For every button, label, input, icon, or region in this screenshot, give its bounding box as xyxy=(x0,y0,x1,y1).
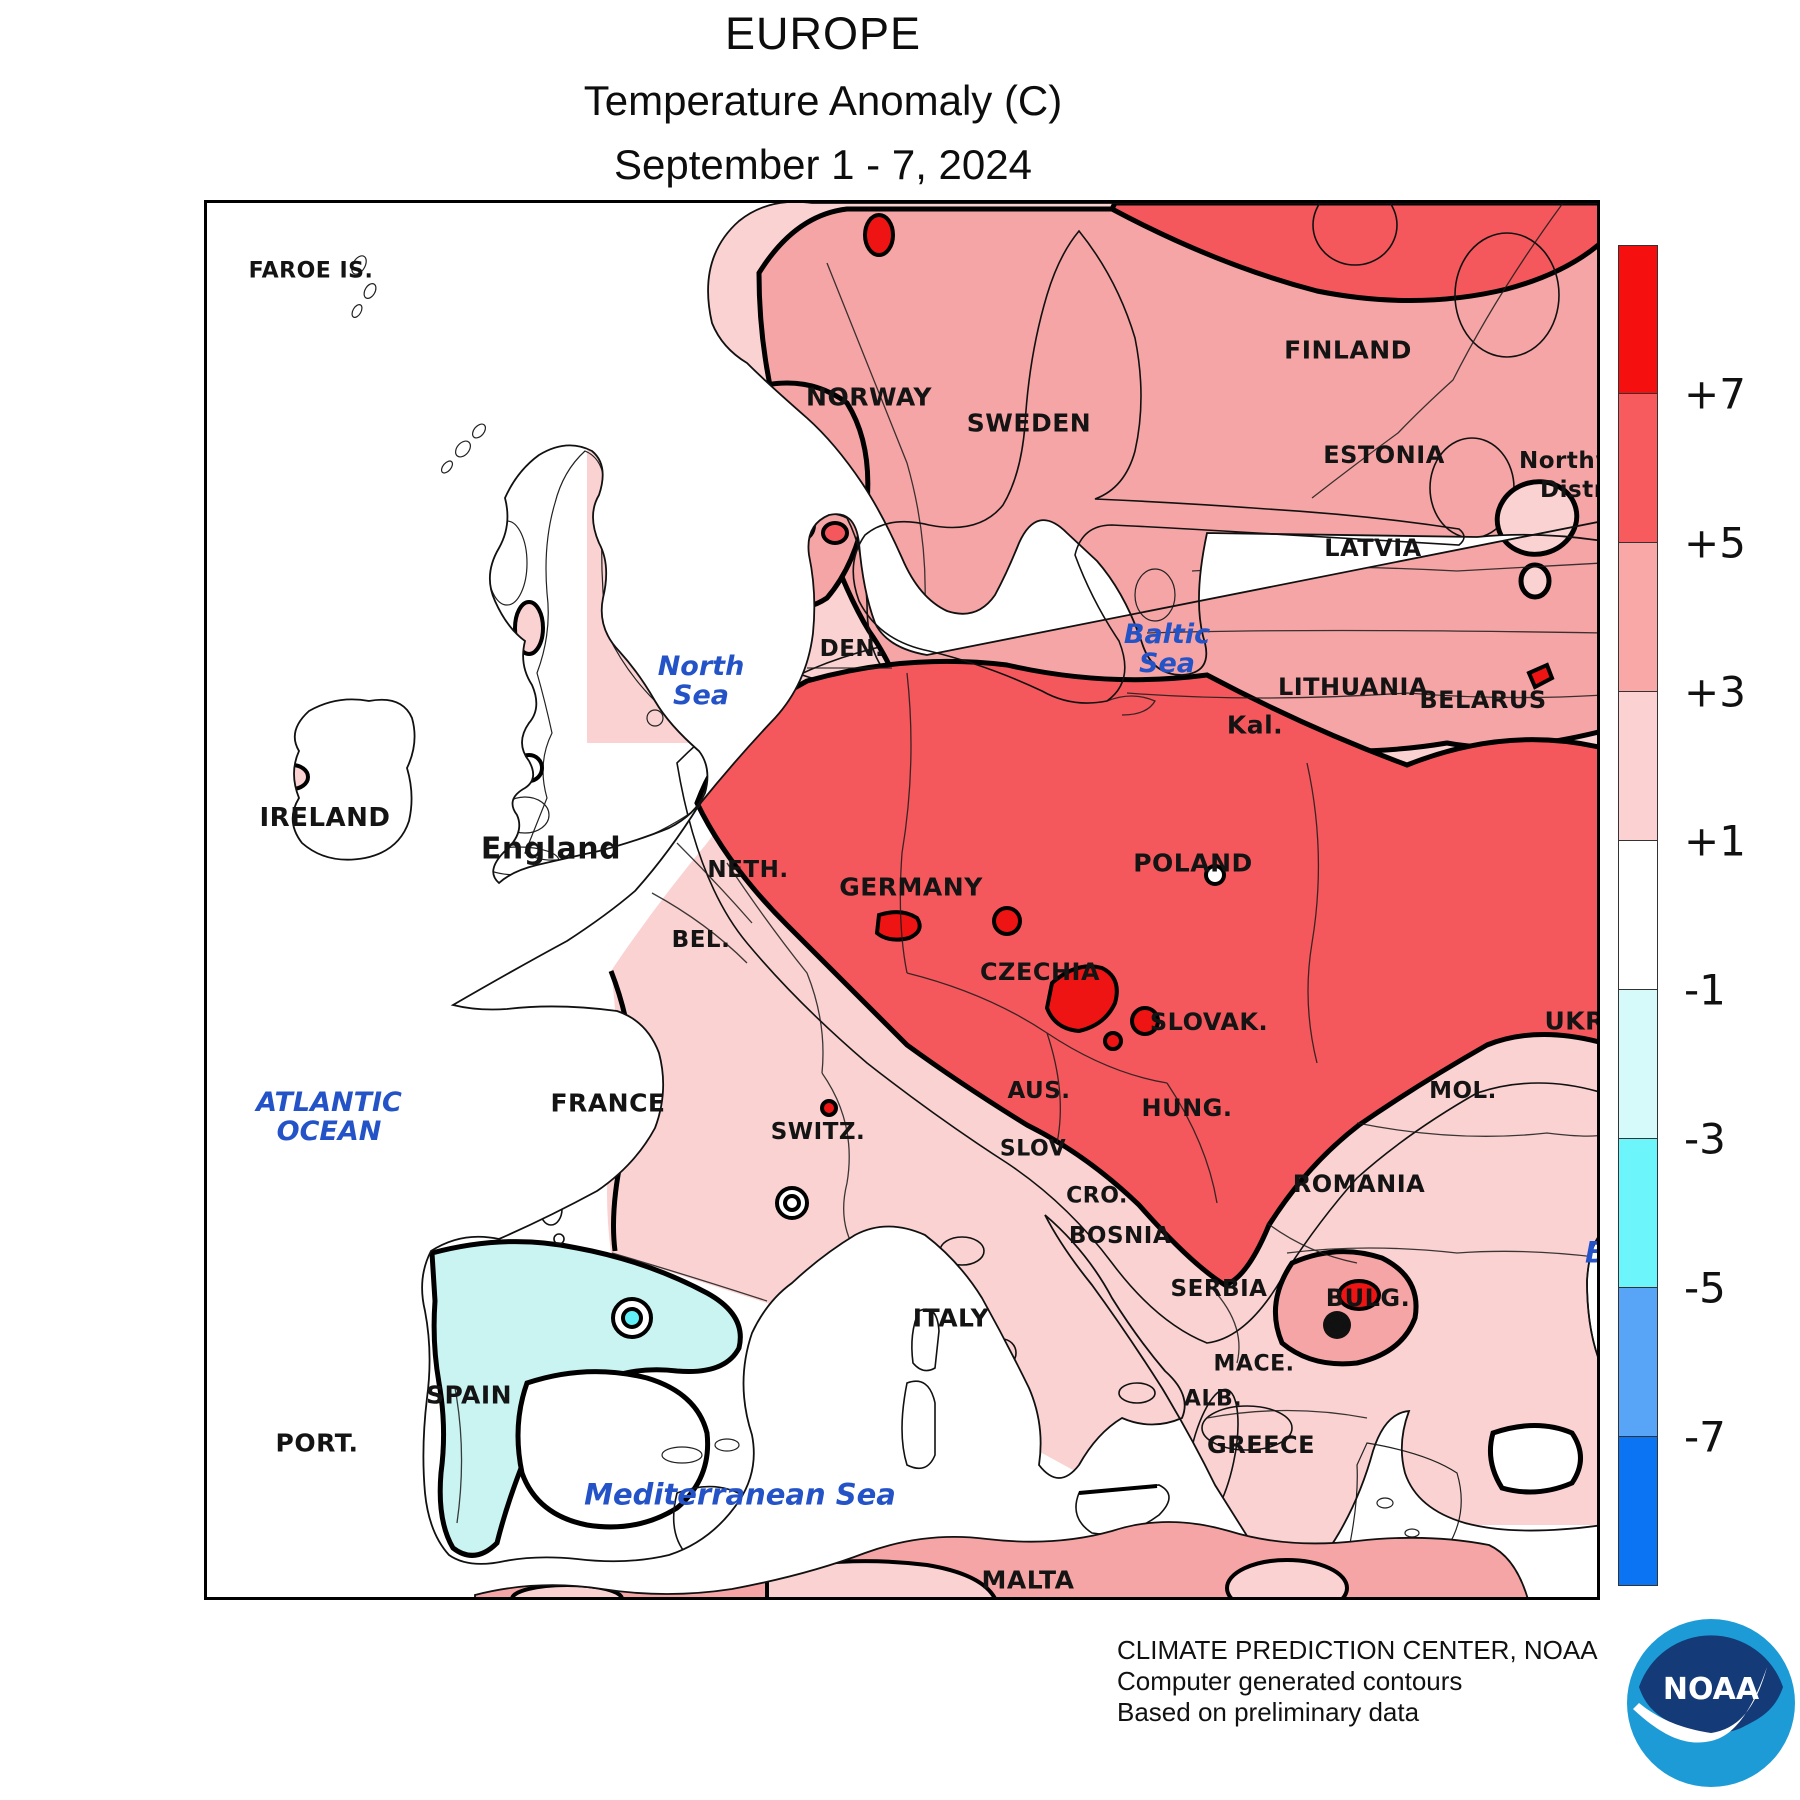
colorbar-segment-3 xyxy=(1618,692,1658,841)
map-label-estonia: ESTONIA xyxy=(1323,441,1445,469)
sea-label-baltic-sea: Baltic Sea xyxy=(1123,619,1211,679)
country-borders xyxy=(454,203,1597,1524)
noaa-logo: NOAA xyxy=(1627,1619,1795,1787)
map-label-malta: MALTA xyxy=(981,1565,1075,1595)
colorbar-label-7: -7 xyxy=(1684,1412,1726,1462)
colorbar-label-7: +7 xyxy=(1684,369,1746,419)
colorbar-label-1: -1 xyxy=(1684,965,1726,1015)
map-label-greece: GREECE xyxy=(1207,1431,1315,1459)
map-label-alb: ALB. xyxy=(1183,1386,1243,1412)
colorbar-segment-5 xyxy=(1618,990,1658,1139)
map-date-range: September 1 - 7, 2024 xyxy=(614,141,1032,188)
colorbar-label-3: +3 xyxy=(1684,667,1746,717)
map-label-sweden: SWEDEN xyxy=(966,408,1092,438)
noaa-logo-seagull-icon xyxy=(1633,1667,1767,1743)
map-label-czechia: CZECHIA xyxy=(979,958,1101,986)
colorbar-segment-1 xyxy=(1618,394,1658,543)
map-variable-title: Temperature Anomaly (C) xyxy=(583,77,1063,124)
colorbar-segment-0 xyxy=(1618,245,1658,394)
map-label-port: PORT. xyxy=(275,1428,359,1458)
sea-label-atlantic-ocean: ATLANTIC OCEAN xyxy=(256,1087,402,1147)
map-label-germany: GERMANY xyxy=(839,872,983,902)
sea-label-b: B xyxy=(1585,1237,1597,1269)
map-label-france: FRANCE xyxy=(550,1088,666,1118)
anomaly-colorbar xyxy=(1618,245,1658,1586)
map-label-england: England xyxy=(480,831,622,867)
noaa-logo-text: NOAA xyxy=(1663,1672,1760,1707)
map-label-neth: NETH. xyxy=(707,857,789,883)
map-label-lithuania: LITHUANIA xyxy=(1277,673,1429,701)
map-label-mace: MACE. xyxy=(1213,1351,1295,1377)
colorbar-segment-6 xyxy=(1618,1139,1658,1288)
map-label-hung: HUNG. xyxy=(1141,1094,1233,1122)
sea-label-mediterranean-sea: Mediterranean Sea xyxy=(584,1477,896,1512)
credits-agency: CLIMATE PREDICTION CENTER, NOAA xyxy=(1117,1635,1598,1665)
map-label-bosnia: BOSNIA xyxy=(1068,1223,1172,1249)
sea-label-north-sea: North Sea xyxy=(657,651,745,711)
map-label-bel: BEL. xyxy=(671,927,731,953)
colorbar-segment-7 xyxy=(1618,1288,1658,1437)
map-artwork xyxy=(291,203,1597,1597)
map-label-ireland: IRELAND xyxy=(259,803,391,833)
map-label-slov: SLOV xyxy=(999,1136,1067,1162)
title-block: EUROPE Temperature Anomaly (C) September… xyxy=(0,8,1646,189)
colorbar-label-3: -3 xyxy=(1684,1114,1726,1164)
map-label-switz: SWITZ. xyxy=(770,1119,866,1145)
map-label-den: DEN. xyxy=(819,636,885,662)
contour-bullseyes xyxy=(611,1186,1351,1339)
map-label-latvia: LATVIA xyxy=(1324,534,1422,562)
map-label-aus: AUS. xyxy=(1007,1078,1071,1104)
map-region-title: EUROPE xyxy=(724,8,922,59)
map-label-finland: FINLAND xyxy=(1284,335,1412,365)
baltic-sea-shape xyxy=(852,229,1465,704)
map-label-slovak: SLOVAK. xyxy=(1149,1008,1269,1036)
colorbar-label-5: -5 xyxy=(1684,1263,1726,1313)
map-label-poland: POLAND xyxy=(1133,848,1253,878)
credits-method: Computer generated contours xyxy=(1117,1666,1463,1696)
map-label-serbia: SERBIA xyxy=(1170,1276,1268,1302)
credits-source: Based on preliminary data xyxy=(1117,1697,1420,1727)
colorbar-label-1: +1 xyxy=(1684,816,1746,866)
map-label-mol: MOL. xyxy=(1429,1078,1497,1104)
map-label-italy: ITALY xyxy=(912,1303,990,1333)
colorbar-segment-2 xyxy=(1618,543,1658,692)
colorbar-segment-8 xyxy=(1618,1437,1658,1586)
noaa-logo-sky xyxy=(1639,1635,1783,1741)
europe-anomaly-map: FAROE IS. NORWAY SWEDEN FINLAND ESTONIA North… xyxy=(204,200,1600,1600)
colorbar-segment-4 xyxy=(1618,841,1658,990)
map-label-belarus: BELARUS xyxy=(1419,686,1547,714)
map-label-distri: Distri xyxy=(1540,477,1597,503)
map-label-ukraine: UKRAINE xyxy=(1544,1006,1600,1036)
credits-block: CLIMATE PREDICTION CENTER, NOAA Computer… xyxy=(1117,1635,1598,1728)
map-label-spain: SPAIN xyxy=(425,1380,513,1410)
map-label-bulg: BULG. xyxy=(1325,1284,1411,1312)
africa-zones xyxy=(510,1558,1349,1597)
map-label-kal: Kal. xyxy=(1226,710,1284,740)
map-label-northw: Northw xyxy=(1518,448,1597,474)
colorbar-label-5: +5 xyxy=(1684,518,1746,568)
map-label-norway: NORWAY xyxy=(806,382,932,412)
map-label-cro: CRO. xyxy=(1066,1183,1128,1209)
map-label-romania: ROMANIA xyxy=(1292,1170,1426,1198)
map-label-faroe-is: FAROE IS. xyxy=(248,258,374,284)
